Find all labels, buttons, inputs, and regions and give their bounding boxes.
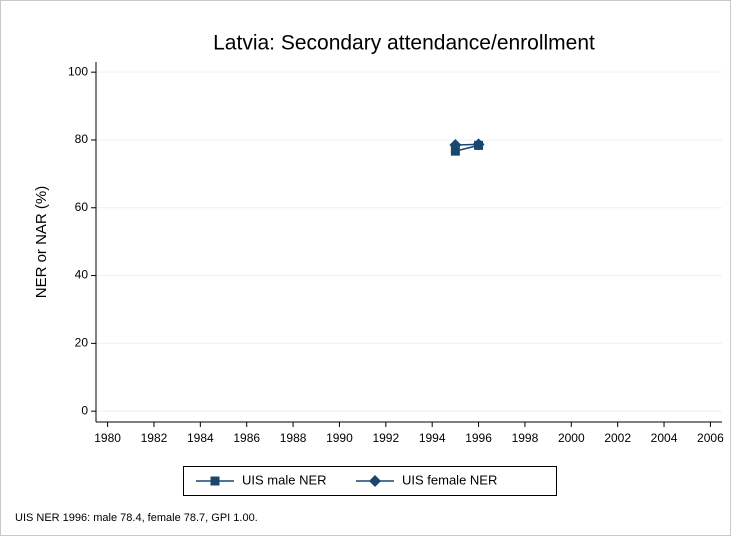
- x-tick-label: 1982: [141, 431, 168, 445]
- x-tick-label: 1992: [372, 431, 399, 445]
- y-tick-label: 0: [81, 403, 88, 417]
- x-tick-label: 1984: [187, 431, 214, 445]
- marker: [450, 146, 460, 156]
- x-tick-label: 1998: [512, 431, 539, 445]
- legend-label: UIS female NER: [402, 472, 497, 487]
- x-tick-label: 1988: [280, 431, 307, 445]
- x-tick-label: 1996: [465, 431, 492, 445]
- x-tick-label: 2002: [604, 431, 631, 445]
- y-tick-label: 40: [75, 268, 89, 282]
- x-tick-label: 2004: [651, 431, 678, 445]
- marker: [210, 476, 220, 486]
- y-tick-label: 100: [68, 64, 88, 78]
- legend-label: UIS male NER: [242, 472, 327, 487]
- y-tick-label: 80: [75, 132, 89, 146]
- marker: [449, 139, 462, 152]
- marker: [369, 475, 381, 487]
- x-tick-label: 1994: [419, 431, 446, 445]
- y-tick-label: 20: [75, 336, 89, 350]
- x-tick-label: 1980: [94, 431, 121, 445]
- x-tick-label: 2006: [697, 431, 724, 445]
- y-tick-label: 60: [75, 200, 89, 214]
- x-tick-label: 1986: [233, 431, 260, 445]
- note: UIS NER 1996: male 78.4, female 78.7, GP…: [15, 512, 258, 524]
- marker: [472, 138, 485, 151]
- y-axis-label: NER or NAR (%): [33, 186, 50, 299]
- x-tick-label: 1990: [326, 431, 353, 445]
- chart-title: Latvia: Secondary attendance/enrollment: [213, 32, 595, 55]
- x-tick-label: 2000: [558, 431, 585, 445]
